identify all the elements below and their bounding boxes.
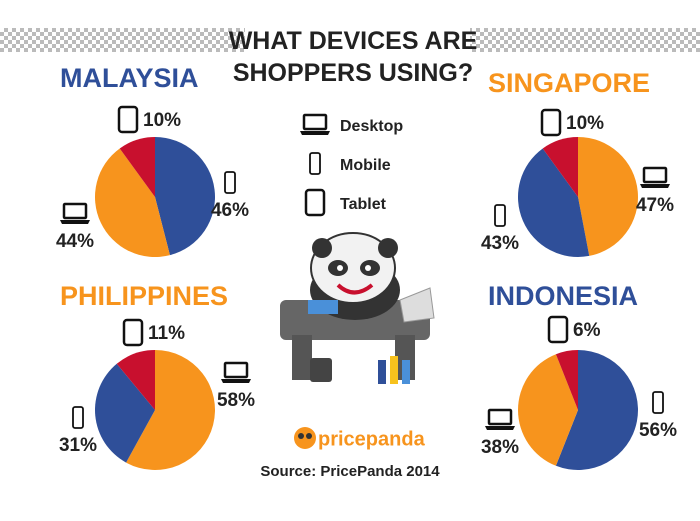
device-icon xyxy=(485,408,515,430)
icon-part xyxy=(117,105,139,134)
value-label: 44% xyxy=(56,231,94,252)
value-label: 31% xyxy=(59,435,97,456)
value-label: 43% xyxy=(481,233,519,254)
device-icon xyxy=(117,105,139,134)
logo: pricepanda xyxy=(294,427,426,450)
icon-part xyxy=(302,113,328,131)
icon-part xyxy=(62,202,88,220)
icon-part xyxy=(309,152,321,175)
title-line: WHAT DEVICES ARE SHOPPERS USING? xyxy=(229,27,478,87)
value-label: 56% xyxy=(639,420,677,441)
icon-part xyxy=(304,188,326,217)
panda xyxy=(280,232,435,384)
icon-part xyxy=(224,171,236,194)
device-icon xyxy=(540,108,562,137)
chart-title: INDONESIA xyxy=(488,281,638,311)
icon-part xyxy=(60,220,90,224)
device-icon xyxy=(60,202,90,224)
icon-part xyxy=(122,318,144,347)
device-icon xyxy=(652,391,664,414)
pie-slice xyxy=(126,350,215,471)
device-icon xyxy=(494,204,506,227)
device-icon xyxy=(547,315,569,344)
value-label: 10% xyxy=(143,110,181,131)
pie-slice xyxy=(95,363,155,463)
icon-part xyxy=(223,361,249,379)
value-label: 10% xyxy=(566,113,604,134)
value-label: 6% xyxy=(573,320,601,341)
pie-slice xyxy=(116,350,155,410)
pie-slice xyxy=(518,354,578,466)
device-icon xyxy=(640,166,670,188)
icon-part xyxy=(72,406,84,429)
logo-text: pricepanda xyxy=(318,428,426,450)
source: Source: PricePanda 2014 xyxy=(260,463,440,480)
icon-part xyxy=(652,391,664,414)
legend-label: Tablet xyxy=(340,196,387,213)
device-icon xyxy=(224,171,236,194)
value-label: 47% xyxy=(636,195,674,216)
icon-part xyxy=(547,315,569,344)
banner-left xyxy=(0,28,245,52)
device-icon xyxy=(300,113,330,135)
pie-slice xyxy=(95,148,170,258)
device-icon xyxy=(72,406,84,429)
banner-right xyxy=(470,28,700,52)
icon-part xyxy=(540,108,562,137)
chart-title: MALAYSIA xyxy=(60,63,199,93)
icon-part xyxy=(642,166,668,184)
icon-part xyxy=(640,184,670,188)
pie-slice xyxy=(119,137,155,197)
legend-label: Desktop xyxy=(340,118,403,135)
pie-slice xyxy=(555,350,639,470)
device-icon xyxy=(309,152,321,175)
value-label: 58% xyxy=(217,390,255,411)
pie-slice xyxy=(155,137,216,256)
icon-part xyxy=(494,204,506,227)
legend-label: Mobile xyxy=(340,157,391,174)
value-label: 46% xyxy=(211,200,249,221)
pie-slice xyxy=(555,350,578,410)
chart-title: PHILIPPINES xyxy=(60,281,228,311)
icon-part xyxy=(221,379,251,383)
icon-part xyxy=(485,426,515,430)
device-icon xyxy=(221,361,251,383)
pie-slice xyxy=(578,137,638,256)
pie-slice xyxy=(518,148,590,257)
icon-part xyxy=(300,131,330,135)
pie-slice xyxy=(542,137,578,197)
chart-title: SINGAPORE xyxy=(488,68,650,98)
value-label: 11% xyxy=(148,323,185,344)
value-label: 38% xyxy=(481,437,519,458)
device-icon xyxy=(122,318,144,347)
device-icon xyxy=(304,188,326,217)
icon-part xyxy=(487,408,513,426)
